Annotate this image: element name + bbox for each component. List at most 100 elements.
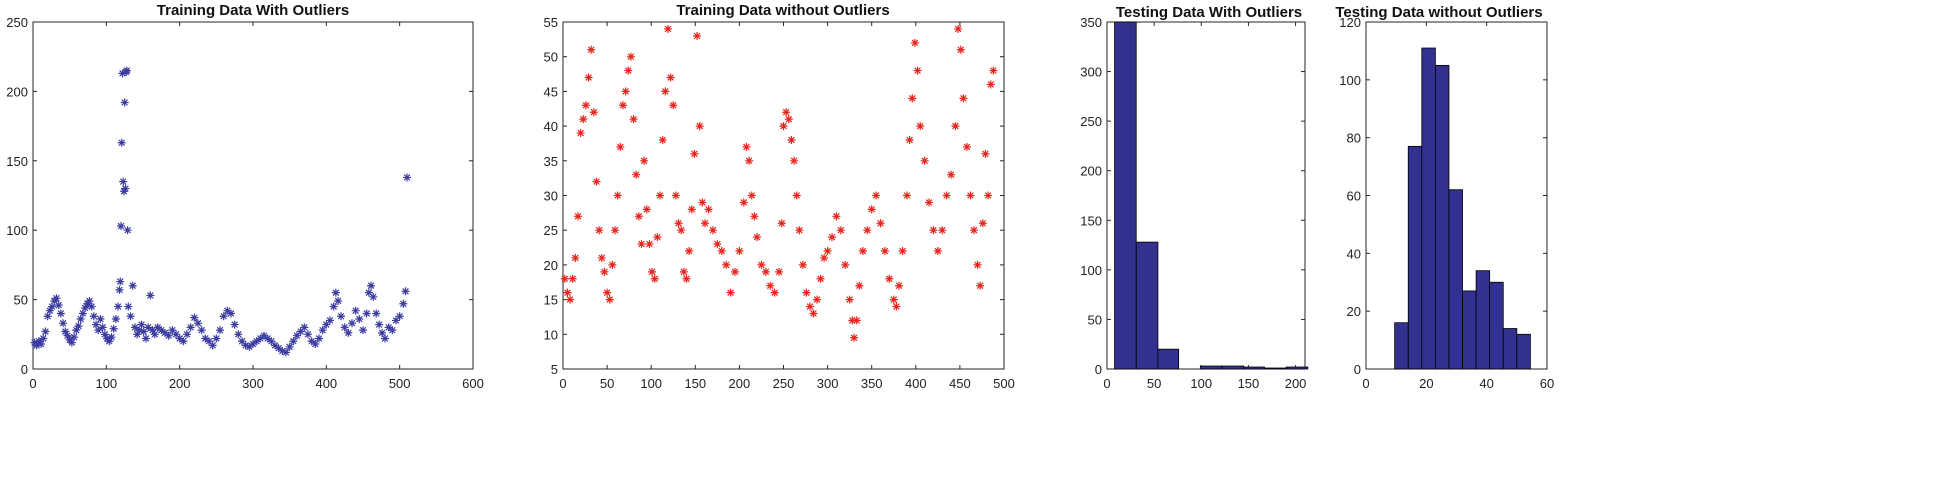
- data-point: [805, 302, 814, 311]
- x-tick-label: 40: [1479, 376, 1493, 391]
- data-point: [76, 315, 85, 324]
- data-point: [908, 94, 917, 103]
- data-point: [92, 320, 101, 329]
- data-points: [560, 24, 998, 342]
- y-tick-label: 200: [1080, 164, 1102, 179]
- data-point: [735, 247, 744, 256]
- data-point: [775, 267, 784, 276]
- x-tick-label: 350: [861, 376, 883, 391]
- data-point: [929, 226, 938, 235]
- data-point: [172, 330, 180, 339]
- data-point: [378, 328, 387, 337]
- data-point: [730, 267, 739, 276]
- histogram-bar: [1475, 270, 1491, 370]
- data-point: [863, 226, 872, 235]
- data-point: [828, 233, 837, 242]
- data-point: [115, 285, 124, 294]
- x-tick-label: 250: [773, 376, 795, 391]
- data-point: [150, 330, 159, 339]
- data-point: [133, 330, 142, 339]
- data-point: [656, 191, 665, 200]
- x-tick-label: 300: [242, 376, 264, 391]
- data-point: [782, 108, 791, 117]
- data-point: [367, 281, 376, 290]
- x-tick-label: 600: [462, 376, 484, 391]
- data-point: [563, 288, 572, 297]
- data-point: [340, 323, 349, 332]
- data-point: [89, 312, 98, 321]
- data-point: [845, 295, 854, 304]
- data-point: [230, 320, 239, 329]
- data-point: [970, 226, 979, 235]
- data-point: [119, 187, 128, 196]
- data-point: [713, 240, 722, 249]
- data-point: [568, 274, 577, 283]
- data-point: [761, 267, 770, 276]
- data-point: [208, 341, 217, 350]
- data-point: [144, 323, 153, 332]
- y-tick-label: 40: [544, 119, 558, 134]
- data-point: [605, 295, 614, 304]
- data-point: [39, 334, 48, 343]
- histogram-bars: [1394, 47, 1531, 370]
- data-point: [962, 142, 971, 151]
- data-point: [227, 309, 235, 318]
- chart-testing-with-outliers: Testing Data With Outliers 0 50 100 150 2000…: [1080, 4, 1309, 391]
- data-point: [315, 334, 323, 343]
- data-point: [48, 302, 57, 311]
- data-point: [984, 191, 993, 200]
- histogram-bar: [1462, 290, 1477, 370]
- x-tick-label: 200: [1285, 376, 1307, 391]
- x-tick-label: 50: [1147, 376, 1161, 391]
- data-point: [976, 281, 985, 290]
- data-point: [876, 219, 885, 228]
- x-tick-label: 100: [95, 376, 117, 391]
- axis-ticks: 0 50 100 150 200 0 50 100 150 200 250 300 350: [1080, 15, 1306, 391]
- data-point: [401, 287, 410, 296]
- data-point: [779, 122, 788, 131]
- data-point: [267, 337, 276, 346]
- data-point: [234, 330, 243, 339]
- data-point: [395, 312, 404, 321]
- data-point: [63, 331, 72, 340]
- y-tick-label: 80: [1347, 131, 1361, 146]
- data-point: [571, 253, 580, 262]
- y-tick-label: 150: [6, 154, 28, 169]
- data-point: [645, 240, 654, 249]
- chart-training-with-outliers: Training Data With Outliers 0 100 200 300 40…: [6, 2, 484, 391]
- y-tick-label: 10: [544, 327, 558, 342]
- data-point: [798, 260, 807, 269]
- data-point: [111, 315, 120, 324]
- data-point: [942, 191, 951, 200]
- data-point: [895, 281, 904, 290]
- data-point: [666, 73, 675, 82]
- data-point: [326, 316, 334, 325]
- histogram-bar: [1407, 145, 1423, 370]
- data-point: [722, 260, 731, 269]
- data-point: [245, 342, 254, 351]
- data-point: [300, 323, 309, 332]
- data-point: [37, 340, 46, 349]
- data-point: [784, 115, 793, 124]
- data-point: [690, 149, 699, 158]
- x-tick-label: 500: [993, 376, 1015, 391]
- y-tick-label: 350: [1080, 15, 1102, 30]
- data-point: [201, 334, 210, 343]
- y-tick-label: 60: [1347, 189, 1361, 204]
- data-point: [329, 302, 338, 311]
- data-point: [560, 274, 569, 283]
- data-point: [792, 191, 801, 200]
- data-point: [337, 312, 345, 321]
- data-point: [608, 260, 617, 269]
- data-point: [216, 326, 224, 335]
- y-tick-label: 250: [6, 15, 28, 30]
- data-point: [168, 326, 177, 335]
- data-point: [587, 45, 596, 54]
- data-point: [307, 337, 316, 346]
- histogram-bar: [1448, 189, 1463, 370]
- data-point: [726, 288, 735, 297]
- data-point: [956, 45, 965, 54]
- data-point: [739, 198, 748, 207]
- data-point: [278, 346, 287, 355]
- data-point: [263, 334, 272, 343]
